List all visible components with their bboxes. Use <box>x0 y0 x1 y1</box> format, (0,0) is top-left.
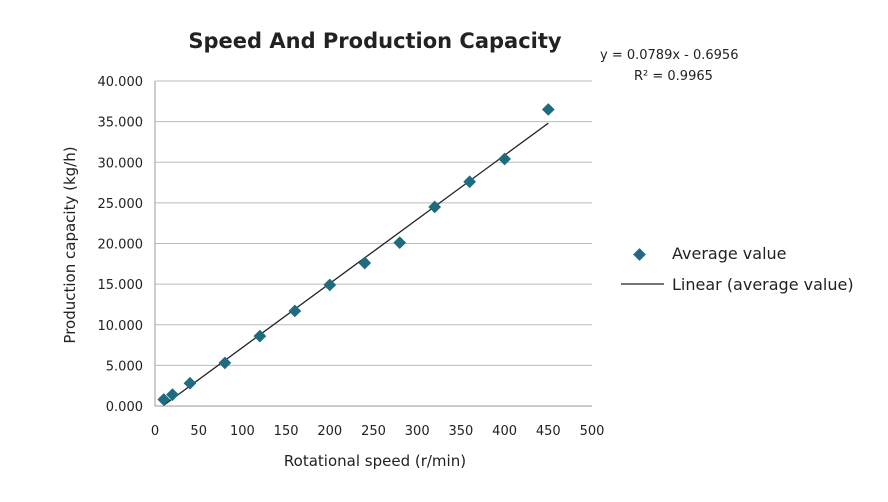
legend-label-average: Average value <box>672 244 787 263</box>
data-point <box>166 388 179 401</box>
chart-title: Speed And Production Capacity <box>188 29 562 53</box>
data-point <box>157 393 171 406</box>
data-point <box>393 236 407 250</box>
x-tick-label: 450 <box>536 424 561 439</box>
y-tick-label: 40.000 <box>98 75 144 90</box>
x-tick-label: 350 <box>448 424 473 439</box>
y-tick-label: 5.000 <box>106 359 143 374</box>
legend-marker-diamond <box>633 248 646 261</box>
legend-label-linear: Linear (average value) <box>672 275 854 294</box>
y-tick-label: 10.000 <box>98 319 144 334</box>
x-tick-label: 0 <box>151 424 159 439</box>
y-tick-label: 20.000 <box>98 238 144 253</box>
data-point <box>323 278 337 292</box>
x-axis-label: Rotational speed (r/min) <box>284 452 466 470</box>
y-tick-label: 25.000 <box>98 197 144 212</box>
data-point <box>288 304 302 318</box>
data-point <box>498 152 511 166</box>
data-point <box>463 175 477 189</box>
x-tick-label: 200 <box>317 424 342 439</box>
trendline-r2: R² = 0.9965 <box>634 69 713 84</box>
data-point <box>253 329 267 343</box>
x-tick-label: 300 <box>405 424 430 439</box>
trendline-equation: y = 0.0789x - 0.6956 <box>600 48 738 63</box>
y-tick-label: 30.000 <box>98 156 144 171</box>
y-tick-label: 0.000 <box>106 400 143 415</box>
y-tick-label: 15.000 <box>98 278 144 293</box>
x-tick-label: 500 <box>580 424 605 439</box>
legend: Average value Linear (average value) <box>621 244 854 294</box>
data-point <box>358 256 372 270</box>
x-tick-label: 100 <box>230 424 255 439</box>
x-tick-label: 150 <box>274 424 299 439</box>
x-tick-label: 400 <box>492 424 517 439</box>
data-point <box>218 356 232 370</box>
data-point <box>428 200 442 214</box>
trendline <box>163 122 549 406</box>
data-point <box>183 376 197 390</box>
y-axis-label: Production capacity (kg/h) <box>61 146 79 343</box>
data-point <box>541 103 555 116</box>
x-tick-label: 50 <box>190 424 207 439</box>
x-tick-label: 250 <box>361 424 386 439</box>
y-tick-label: 35.000 <box>98 116 144 131</box>
